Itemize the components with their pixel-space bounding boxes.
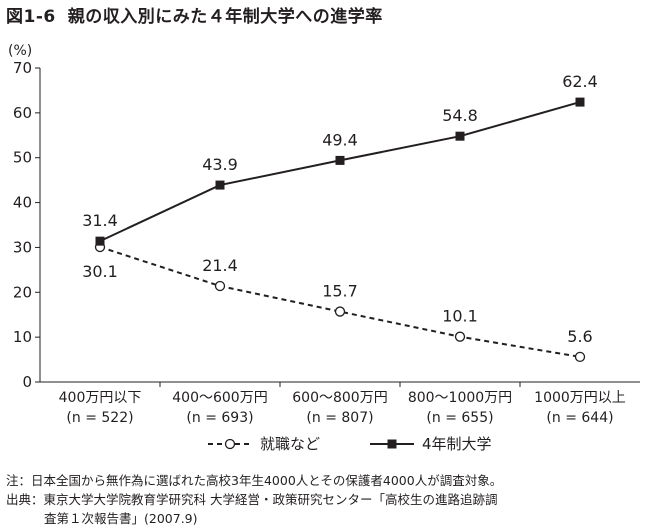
y-tick-label: 30 <box>13 238 32 256</box>
source-line: 出典： 東京大学大学院教育学研究科 大学経営・政策研究センター「高校生の進路追跡調 <box>6 490 502 509</box>
legend-university-swatch-marker <box>387 439 397 449</box>
university-rate-data-label: 31.4 <box>82 211 118 230</box>
y-tick-label: 0 <box>22 373 32 391</box>
employment-rate-line <box>99 246 581 358</box>
y-tick-label: 50 <box>13 149 32 167</box>
legend-university-label: 4年制大学 <box>422 435 492 453</box>
x-tick-label: 800～1000万円 <box>408 390 512 406</box>
university-rate-marker <box>215 180 225 190</box>
x-tick-sample-size: (n = 644) <box>546 410 613 426</box>
employment-rate-marker <box>214 280 226 292</box>
y-tick-label: 60 <box>13 104 32 122</box>
university-rate-marker <box>335 155 345 165</box>
y-tick-label: 70 <box>13 59 32 77</box>
employment-rate-data-label: 30.1 <box>82 262 118 281</box>
employment-rate-data-label: 10.1 <box>442 307 478 326</box>
university-rate-data-label: 54.8 <box>442 106 478 125</box>
legend-employment-swatch-marker <box>224 438 236 450</box>
chart-title: 親の収入別にみた４年制大学への進学率 <box>67 7 383 27</box>
university-rate-marker <box>95 236 105 246</box>
university-rate-marker <box>455 131 465 141</box>
source-label: 出典： <box>6 492 44 507</box>
y-tick-label: 10 <box>13 328 32 346</box>
x-tick-label: 400～600万円 <box>172 390 267 406</box>
note-text: 日本全国から無作為に選ばれた高校3年生4000人とその保護者4000人が調査対象… <box>31 473 503 488</box>
figure-number: 図1-6 <box>6 7 56 27</box>
university-rate-data-label: 43.9 <box>202 155 238 174</box>
x-tick-label: 1000万円以上 <box>534 390 626 406</box>
note-label: 注： <box>6 473 32 488</box>
x-tick-label: 400万円以下 <box>59 390 142 406</box>
y-tick-label: 40 <box>13 194 32 212</box>
x-tick-sample-size: (n = 522) <box>66 410 133 426</box>
notes: 注： 日本全国から無作為に選ばれた高校3年生4000人とその保護者4000人が調査… <box>6 471 502 528</box>
employment-rate-marker <box>334 306 346 317</box>
employment-rate-data-label: 5.6 <box>567 327 592 346</box>
employment-rate-data-label: 15.7 <box>322 282 358 301</box>
employment-rate-data-label: 21.4 <box>202 256 238 275</box>
employment-rate-marker <box>574 351 586 363</box>
x-tick-label: 600～800万円 <box>292 390 387 406</box>
university-rate-data-label: 62.4 <box>562 72 598 91</box>
x-tick-sample-size: (n = 807) <box>306 410 373 426</box>
chart-title-row: 図1-6 親の収入別にみた４年制大学への進学率 <box>6 2 383 27</box>
university-rate-marker <box>575 97 585 107</box>
university-rate-line <box>99 101 581 243</box>
y-unit-label: (%) <box>8 43 32 59</box>
legend-employment-label: 就職など <box>260 435 320 453</box>
x-tick-sample-size: (n = 693) <box>186 410 253 426</box>
source-text: 東京大学大学院教育学研究科 大学経営・政策研究センター「高校生の進路追跡調 <box>43 492 498 507</box>
y-tick-label: 20 <box>13 283 32 301</box>
note-line: 注： 日本全国から無作為に選ばれた高校3年生4000人とその保護者4000人が調査… <box>6 471 502 490</box>
employment-rate-marker <box>454 331 466 342</box>
line-chart: (%) 0 10 20 30 40 50 60 70 400万円以下 (n = 522) 400～60… <box>8 43 640 453</box>
source-line-continued: 査第１次報告書」(2007.9) <box>6 509 502 528</box>
source-text-continued: 査第１次報告書」(2007.9) <box>44 511 198 526</box>
university-rate-data-label: 49.4 <box>322 130 358 149</box>
x-tick-sample-size: (n = 655) <box>426 410 493 426</box>
